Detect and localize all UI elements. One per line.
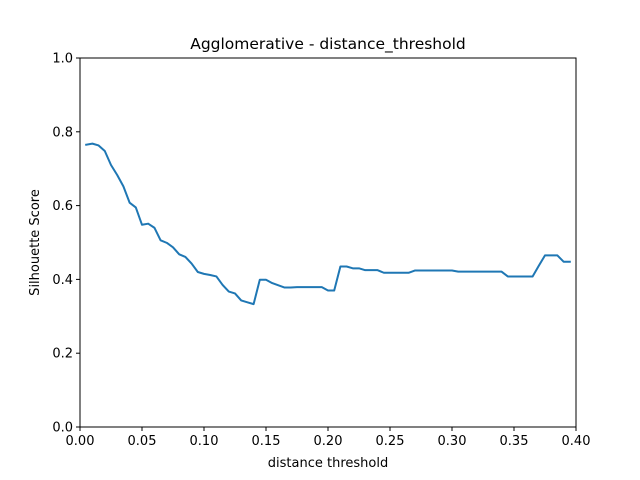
x-tick-label: 0.10 bbox=[190, 434, 219, 449]
x-tick-label: 0.00 bbox=[66, 434, 95, 449]
series-layer bbox=[85, 142, 571, 306]
y-tick-label: 0.4 bbox=[52, 273, 73, 288]
y-tick-label: 0.6 bbox=[52, 199, 73, 214]
x-tick-label: 0.40 bbox=[562, 434, 591, 449]
x-tick-label: 0.25 bbox=[376, 434, 405, 449]
y-tick-label: 0.8 bbox=[52, 125, 73, 140]
series-line bbox=[85, 142, 571, 306]
x-tick-label: 0.30 bbox=[438, 434, 467, 449]
y-axis-ticks: 0.0 0.2 0.4 0.6 0.8 1.0 bbox=[52, 52, 80, 436]
y-tick-label: 0.2 bbox=[52, 347, 73, 362]
plot-area-frame bbox=[79, 57, 577, 428]
y-axis-label: Silhouette Score bbox=[28, 189, 43, 296]
x-axis-ticks: 0.00 0.05 0.10 0.15 0.20 0.25 0.30 0.35 0.40 bbox=[66, 427, 591, 449]
x-tick-label: 0.05 bbox=[128, 434, 157, 449]
x-tick-label: 0.35 bbox=[500, 434, 529, 449]
x-tick-label: 0.20 bbox=[314, 434, 343, 449]
y-tick-label: 1.0 bbox=[52, 52, 73, 67]
chart-title: Agglomerative - distance_threshold bbox=[190, 35, 466, 54]
x-tick-label: 0.15 bbox=[252, 434, 281, 449]
y-tick-label: 0.0 bbox=[52, 421, 73, 436]
x-axis-label: distance threshold bbox=[268, 456, 388, 471]
